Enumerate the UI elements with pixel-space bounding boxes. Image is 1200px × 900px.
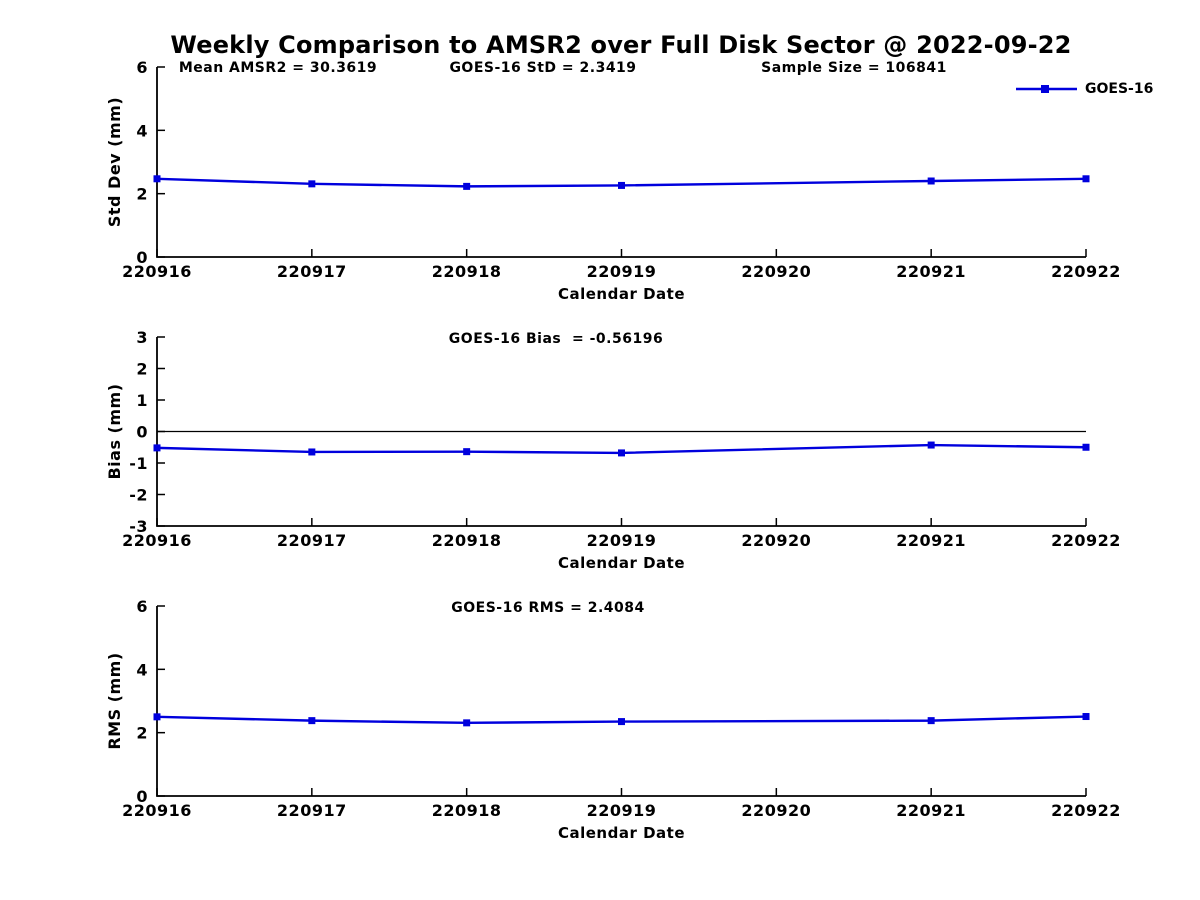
figure-title: Weekly Comparison to AMSR2 over Full Dis… bbox=[170, 31, 1072, 59]
rms-vs-date-x-tick-label: 220919 bbox=[587, 801, 657, 820]
std-dev-vs-date-annotation: Sample Size = 106841 bbox=[761, 60, 947, 76]
std-dev-vs-date-annotation: Mean AMSR2 = 30.3619 bbox=[179, 60, 377, 76]
std-dev-vs-date-data-marker bbox=[463, 182, 471, 190]
bias-vs-date-y-tick-label: 2 bbox=[136, 360, 148, 379]
bias-vs-date-x-tick-label: 220922 bbox=[1051, 531, 1121, 550]
rms-vs-date-axes bbox=[156, 606, 1086, 797]
bias-vs-date-x-axis-label: Calendar Date bbox=[558, 554, 685, 572]
bias-vs-date-y-tick-label: -1 bbox=[129, 454, 148, 473]
rms-vs-date-y-tick-label: 6 bbox=[136, 597, 148, 616]
bias-vs-date-y-tick-label: 1 bbox=[136, 391, 148, 410]
rms-vs-date-annotation: GOES-16 RMS = 2.4084 bbox=[451, 600, 645, 616]
legend-square-marker-icon bbox=[1041, 85, 1049, 93]
bias-vs-date-y-tick-label: -2 bbox=[129, 486, 148, 505]
std-dev-vs-date-y-tick-label: 0 bbox=[136, 248, 148, 267]
bias-vs-date-x-tick-label: 220917 bbox=[277, 531, 347, 550]
rms-vs-date-x-tick-label: 220921 bbox=[896, 801, 966, 820]
std-dev-vs-date-y-tick-label: 6 bbox=[136, 58, 148, 77]
rms-vs-date-data-marker bbox=[1082, 713, 1090, 721]
bias-vs-date-data-marker bbox=[308, 448, 316, 456]
std-dev-vs-date-x-axis-label: Calendar Date bbox=[558, 285, 685, 303]
std-dev-vs-date-x-tick-label: 220921 bbox=[896, 262, 966, 281]
std-dev-vs-date-series-line bbox=[156, 177, 1087, 188]
bias-vs-date-data-marker bbox=[618, 449, 625, 457]
rms-vs-date-x-tick-label: 220918 bbox=[432, 801, 502, 820]
std-dev-vs-date-data-marker bbox=[308, 180, 316, 188]
bias-vs-date-data-marker bbox=[153, 444, 161, 452]
std-dev-vs-date-data-marker bbox=[927, 177, 935, 185]
rms-vs-date-data-marker bbox=[927, 717, 935, 725]
bias-vs-date-data-marker bbox=[927, 441, 935, 449]
rms-vs-date-x-tick-label: 220922 bbox=[1051, 801, 1121, 820]
rms-vs-date-x-axis-label: Calendar Date bbox=[558, 824, 685, 842]
rms-vs-date-y-axis-label: RMS (mm) bbox=[105, 652, 124, 749]
bias-vs-date-annotation: GOES-16 Bias = -0.56196 bbox=[449, 331, 663, 347]
bias-vs-date-data-marker bbox=[1082, 443, 1090, 451]
legend bbox=[1016, 85, 1077, 93]
bias-vs-date-x-tick-label: 220920 bbox=[741, 531, 811, 550]
rms-vs-date-x-tick-label: 220920 bbox=[741, 801, 811, 820]
std-dev-vs-date-y-axis-label: Std Dev (mm) bbox=[105, 97, 124, 227]
bias-vs-date-x-tick-label: 220921 bbox=[896, 531, 966, 550]
bias-vs-date-x-tick-label: 220918 bbox=[432, 531, 502, 550]
std-dev-vs-date-axes bbox=[156, 67, 1086, 258]
std-dev-vs-date-x-tick-label: 220917 bbox=[277, 262, 347, 281]
rms-vs-date-x-tick-label: 220917 bbox=[277, 801, 347, 820]
rms-vs-date-series-line bbox=[156, 715, 1087, 725]
std-dev-vs-date-y-tick-label: 2 bbox=[136, 185, 148, 204]
rms-vs-date-x-tick-label: 220916 bbox=[122, 801, 192, 820]
std-dev-vs-date-x-tick-label: 220918 bbox=[432, 262, 502, 281]
bias-vs-date-x-tick-label: 220916 bbox=[122, 531, 192, 550]
rms-vs-date-y-tick-label: 2 bbox=[136, 724, 148, 743]
bias-vs-date-y-tick-label: 0 bbox=[136, 423, 148, 442]
std-dev-vs-date-annotation: GOES-16 StD = 2.3419 bbox=[449, 60, 636, 76]
bias-vs-date-series-line bbox=[156, 443, 1087, 455]
std-dev-vs-date-data-marker bbox=[1082, 175, 1090, 183]
std-dev-vs-date-x-tick-label: 220919 bbox=[587, 262, 657, 281]
legend-series-label: GOES-16 bbox=[1085, 81, 1154, 97]
bias-vs-date-data-marker bbox=[463, 448, 471, 456]
bias-vs-date-y-tick-label: 3 bbox=[136, 328, 148, 347]
std-dev-vs-date-x-tick-label: 220916 bbox=[122, 262, 192, 281]
rms-vs-date-data-marker bbox=[463, 719, 471, 727]
rms-vs-date-y-tick-label: 4 bbox=[136, 660, 148, 679]
std-dev-vs-date-x-tick-label: 220922 bbox=[1051, 262, 1121, 281]
rms-vs-date-y-tick-label: 0 bbox=[136, 787, 148, 806]
rms-vs-date-data-marker bbox=[153, 713, 161, 721]
std-dev-vs-date-y-tick-label: 4 bbox=[136, 121, 148, 140]
std-dev-vs-date-data-marker bbox=[153, 175, 161, 183]
std-dev-vs-date-x-tick-label: 220920 bbox=[741, 262, 811, 281]
bias-vs-date-x-tick-label: 220919 bbox=[587, 531, 657, 550]
rms-vs-date-data-marker bbox=[308, 717, 316, 725]
bias-vs-date-y-axis-label: Bias (mm) bbox=[105, 383, 124, 479]
std-dev-vs-date-data-marker bbox=[618, 181, 625, 189]
bias-vs-date-y-tick-label: -3 bbox=[129, 517, 148, 536]
rms-vs-date-data-marker bbox=[618, 718, 625, 726]
